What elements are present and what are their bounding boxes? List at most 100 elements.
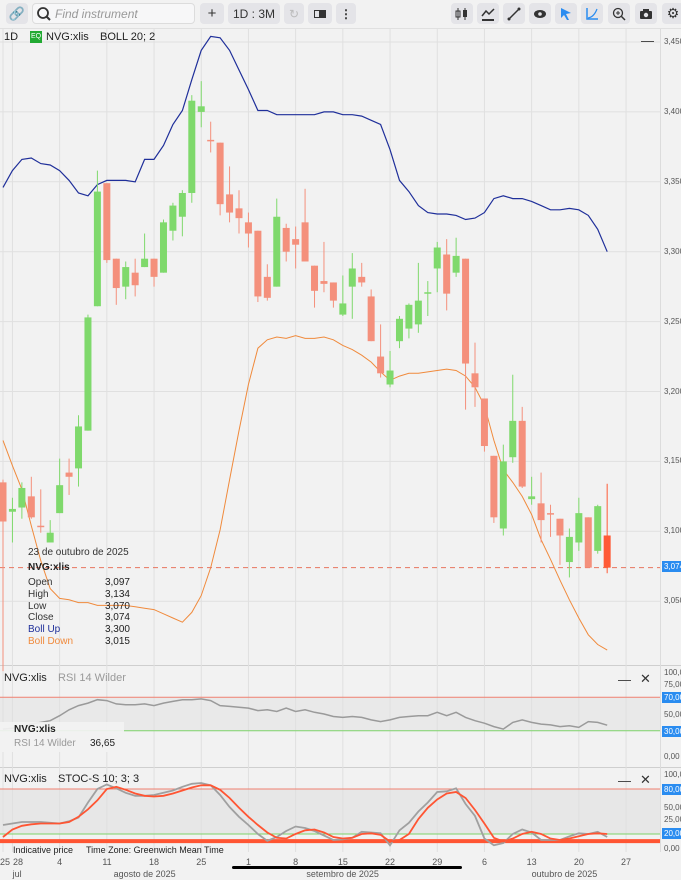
candle-up — [84, 317, 92, 431]
candle-up — [197, 106, 205, 112]
candle-down — [584, 517, 592, 568]
date-tick: 6 — [481, 857, 487, 867]
candle-up — [348, 268, 356, 287]
candle-up — [159, 222, 167, 273]
search-icon — [37, 6, 51, 21]
rsi-value-box: NVG:xlis RSI 14 Wilder 36,65 — [0, 722, 124, 752]
indicator-label[interactable]: BOLL 20; 2 — [100, 31, 156, 43]
indicators-button[interactable] — [477, 3, 499, 24]
tooltip-label: Low — [28, 600, 47, 612]
price-tick: 3,100 — [664, 526, 681, 536]
candle-up — [18, 487, 26, 508]
link-button[interactable]: 🔗 — [6, 3, 28, 24]
stoch-upper-tag: 80,00 — [662, 784, 681, 795]
candle-down — [263, 276, 271, 298]
toggle-button[interactable] — [308, 3, 332, 24]
candle-down — [27, 496, 35, 518]
candle-down — [235, 208, 243, 219]
price-tick: 3,300 — [664, 246, 681, 256]
candle-down — [0, 482, 7, 522]
indicative-price-label: Indicative price — [13, 845, 74, 855]
tooltip-label: Open — [28, 577, 53, 588]
add-button[interactable]: + — [200, 3, 224, 24]
candle-down — [65, 472, 73, 477]
visibility-icon — [534, 9, 546, 18]
month-label: agosto de 2025 — [113, 869, 176, 879]
date-tick: 22 — [385, 857, 396, 867]
candle-down — [480, 398, 488, 447]
candle-up — [395, 318, 403, 342]
candle-up — [141, 258, 149, 268]
rsi-tick: 75,00 — [664, 680, 681, 689]
candle-up — [575, 513, 583, 543]
candle-down — [471, 373, 479, 388]
minimize-main-icon[interactable]: — — [641, 33, 654, 48]
search-field[interactable] — [32, 3, 195, 24]
home-indicator[interactable] — [232, 866, 462, 869]
candle-down — [112, 258, 120, 289]
tooltip-symbol: NVG:xlis — [28, 562, 70, 573]
date-tick: 20 — [573, 857, 584, 867]
month-label: jul — [12, 869, 22, 879]
candle-down — [216, 142, 224, 205]
candle-up — [405, 304, 413, 329]
candle-down — [377, 356, 385, 374]
rsi-lower-tag: 30,00 — [662, 726, 681, 737]
date-tick: 11 — [102, 857, 112, 867]
boll-upper-line — [2, 35, 608, 252]
date-tick: 8 — [293, 857, 299, 867]
candle-down — [207, 139, 215, 142]
rsi-value-symbol: NVG:xlis — [14, 724, 56, 735]
candle-down — [150, 258, 158, 277]
rsi-line — [2, 698, 608, 730]
stoch-indicator[interactable]: STOC-S 10; 3; 3 — [58, 773, 140, 785]
date-tick: 15 — [337, 857, 348, 867]
symbol-label[interactable]: NVG:xlis — [46, 31, 89, 43]
search-input[interactable] — [55, 6, 185, 21]
camera-button[interactable] — [635, 3, 657, 24]
candle-down — [358, 276, 366, 283]
refresh-button[interactable]: ↻ — [284, 3, 304, 24]
minimize-stoch-icon[interactable]: — — [618, 773, 631, 788]
candle-down — [254, 230, 262, 297]
period-button[interactable]: 1D : 3M — [228, 3, 280, 24]
price-tick: 3,050 — [664, 596, 681, 606]
cursor-button[interactable] — [555, 3, 577, 24]
draw-line-icon — [507, 7, 521, 20]
camera-icon — [640, 8, 652, 19]
candle-up — [386, 370, 394, 385]
candle-down — [518, 420, 526, 487]
rsi-indicator[interactable]: RSI 14 Wilder — [58, 672, 126, 684]
candle-up — [499, 461, 507, 529]
candle-down — [329, 282, 337, 301]
visibility-button[interactable] — [529, 3, 551, 24]
tooltip-value: 3,015 — [104, 636, 130, 647]
rsi-upper-tag: 70,00 — [662, 692, 681, 703]
date-tick: 13 — [526, 857, 537, 867]
zoom-in-icon — [612, 7, 626, 21]
more-button[interactable]: ⋮ — [336, 3, 356, 24]
minimize-rsi-icon[interactable]: — — [618, 672, 631, 687]
indicators-icon — [481, 7, 495, 21]
close-rsi-icon[interactable]: ✕ — [640, 671, 651, 686]
close-stoch-icon[interactable]: ✕ — [640, 772, 651, 787]
rsi-tick: 0,00 — [664, 752, 680, 761]
candle-down — [547, 513, 555, 515]
candle-up — [122, 267, 130, 287]
candle-type-button[interactable] — [451, 3, 473, 24]
tooltip-value: 3,070 — [104, 600, 130, 612]
crosshair-button[interactable] — [581, 3, 603, 24]
candle-up — [178, 192, 186, 217]
tooltip-date: 23 de outubro de 2025 — [28, 547, 129, 558]
candle-up — [93, 191, 101, 307]
candle-down — [226, 194, 234, 213]
candle-down — [311, 265, 319, 291]
settings-button[interactable]: ⚙ — [662, 3, 681, 24]
toggle-icon — [314, 9, 326, 18]
date-tick: 27 — [621, 857, 632, 867]
equity-badge: EQ — [30, 31, 42, 43]
stoch-symbol: NVG:xlis — [4, 773, 47, 785]
zoom-in-button[interactable] — [608, 3, 630, 24]
draw-line-button[interactable] — [503, 3, 525, 24]
